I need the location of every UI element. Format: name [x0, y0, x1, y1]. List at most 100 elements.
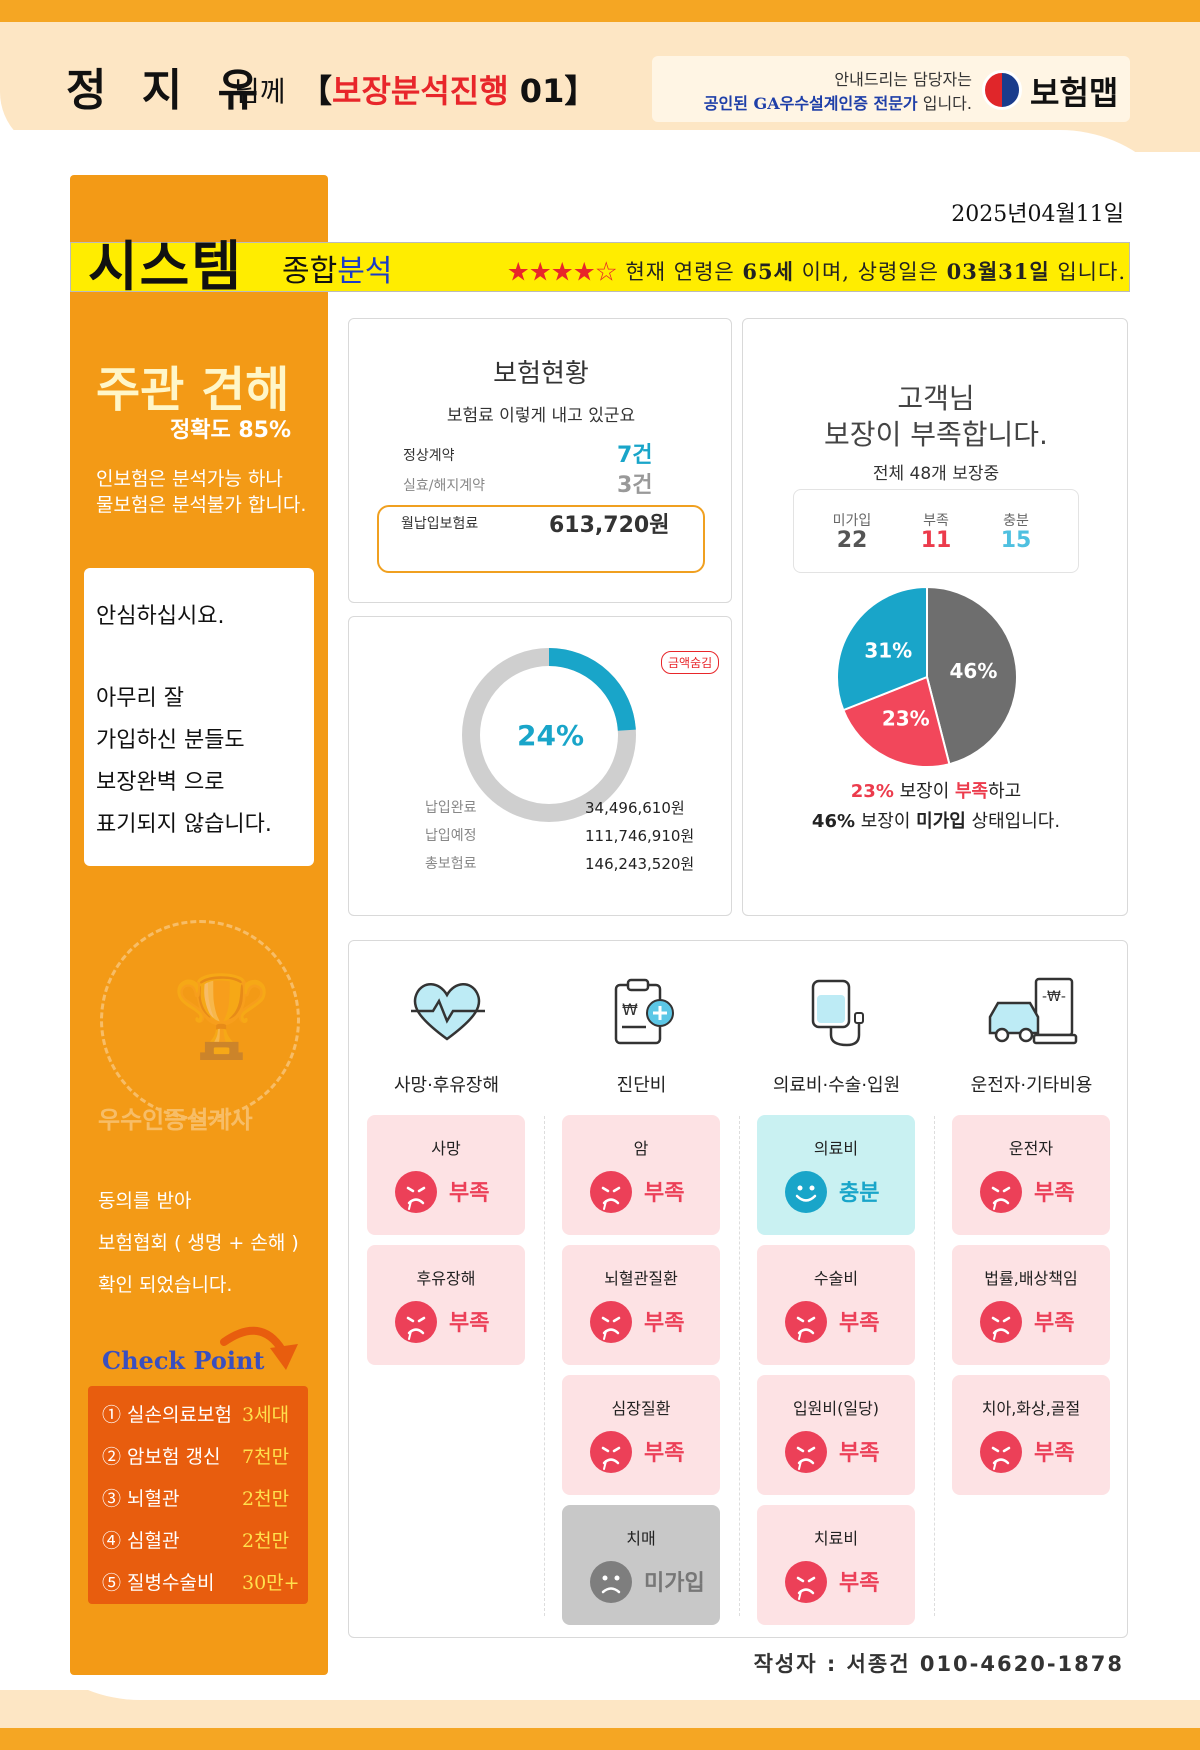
insurance-status-panel: 보험현황 보험료 이렇게 내고 있군요 정상계약 7건 실효/해지계약 3건 월… [348, 318, 732, 603]
svg-text:-₩-: -₩- [1042, 989, 1066, 1005]
stat-label: 충분 [1003, 513, 1029, 529]
insurance-status-title: 보험현황 [493, 359, 589, 389]
crying-face-icon [590, 1171, 632, 1213]
category-title: 운전자·기타비용 [970, 1075, 1093, 1096]
stat-label: 미가입 [832, 513, 872, 529]
total-label: 총보험료 [425, 856, 477, 872]
consultant-info-box: 안내드리는 담당자는 공인된 GA우수설계인증 전문가 입니다. 보험맵 [652, 56, 1130, 122]
coverage-item-card: 심장질환 부족 [562, 1375, 720, 1495]
coverage-item-name: 의료비 [813, 1139, 859, 1158]
crying-face-icon [590, 1431, 632, 1473]
coverage-item-status: 부족 [1034, 1311, 1075, 1336]
stat-value: 11 [920, 528, 952, 553]
lapsed-contract-label: 실효/해지계약 [403, 478, 485, 494]
monthly-premium-value: 613,720원 [549, 513, 670, 538]
coverage-item-card: 사망 부족 [367, 1115, 525, 1235]
category-title: 의료비·수술·입원 [772, 1075, 901, 1096]
crying-face-icon [590, 1301, 632, 1343]
report-date: 2025년04월11일 [951, 202, 1124, 227]
crying-face-icon [395, 1301, 437, 1343]
notice-line: 안심하십시요. [96, 604, 225, 629]
car-receipt-icon: -₩- [934, 977, 1129, 1057]
notice-line: 아무리 잘 [96, 686, 184, 711]
monthly-premium-label: 월납입보험료 [401, 516, 479, 532]
coverage-item-name: 심장질환 [611, 1399, 671, 1418]
coverage-item-card: 수술비 부족 [757, 1245, 915, 1365]
total-value: 146,243,520원 [585, 855, 695, 873]
coverage-item-name: 치료비 [813, 1529, 859, 1548]
author-info: 작성자 : 서종건 010-4620-1878 [753, 1652, 1124, 1676]
coverage-item-name: 치아,화상,골절 [981, 1399, 1081, 1418]
coverage-stats-box: 미가입 22 부족 11 충분 15 [793, 489, 1079, 573]
due-label: 납입예정 [425, 828, 477, 844]
coverage-item-status: 부족 [449, 1181, 490, 1206]
taegeuk-logo-icon [982, 70, 1022, 110]
coverage-item-card: 입원비(일당) 부족 [757, 1375, 915, 1495]
coverage-item-name: 치매 [626, 1529, 656, 1548]
stat-label: 부족 [923, 513, 949, 529]
crying-face-icon [395, 1171, 437, 1213]
notice-box: 안심하십시요. 아무리 잘 가입하신 분들도 보장완벽 으로 표기되지 않습니다… [84, 568, 314, 866]
brand-logo-text: 보험맵 [1030, 74, 1119, 112]
pie-slice [836, 585, 928, 712]
iv-drip-icon [739, 977, 934, 1057]
agreement-line: 보험협회 ( 생명 + 손해 ) [98, 1232, 299, 1254]
pie-slice-label: 23% [882, 707, 930, 731]
hide-amount-badge[interactable]: 금액숨김 [661, 651, 720, 674]
coverage-title-1: 고객님 [897, 382, 975, 415]
bottom-band [0, 1728, 1200, 1750]
checkpoint-item: ① 실손의료보험 3세대 [102, 1404, 290, 1426]
notice-line: 표기되지 않습니다. [96, 812, 272, 837]
crying-face-icon [785, 1301, 827, 1343]
coverage-item-status: 부족 [644, 1311, 685, 1336]
notice-line: 가입하신 분들도 [96, 728, 245, 753]
column-divider [544, 1116, 545, 1616]
insurance-status-subtitle: 보험료 이렇게 내고 있군요 [446, 406, 636, 426]
coverage-item-card: 후유장해 부족 [367, 1245, 525, 1365]
coverage-panel: 고객님 보장이 부족합니다. 전체 48개 보장중 미가입 22 부족 11 충… [742, 318, 1128, 916]
age-info: ★★★★☆ 현재 연령은 65세 이며, 상령일은 03월31일 입니다. [507, 259, 1126, 284]
coverage-item-status: 부족 [839, 1311, 880, 1336]
system-bar [70, 242, 1130, 292]
top-band [0, 0, 1200, 22]
coverage-item-status: 부족 [839, 1571, 880, 1596]
coverage-item-card: 뇌혈관질환 부족 [562, 1245, 720, 1365]
agreement-line: 동의를 받아 [98, 1190, 192, 1212]
heart-pulse-icon [349, 977, 544, 1057]
system-subtitle: 종합분석 [282, 254, 393, 289]
checkpoint-item: ⑤ 질병수술비 30만+ [102, 1572, 300, 1594]
report-title: 【보장분석진행 01】 [300, 72, 597, 110]
pie-slice-label: 46% [949, 659, 997, 683]
paid-percent: 24% [517, 719, 585, 752]
column-divider [934, 1116, 935, 1616]
coverage-item-card: 운전자 부족 [952, 1115, 1110, 1235]
category-title: 진단비 [616, 1075, 667, 1096]
coverage-categories-panel: ₩ -₩- 사망·후유장해 진단비 의료비·수술·입원 운전자·기타비용 사망 부… [348, 940, 1128, 1638]
donut-paid-arc [462, 648, 636, 822]
pie-slice-label: 31% [864, 639, 912, 663]
honorific: 님께 [234, 75, 286, 108]
monthly-premium-box [377, 505, 705, 573]
customer-name: 정 지 유 [66, 65, 269, 116]
coverage-item-status: 부족 [449, 1311, 490, 1336]
crying-face-icon [980, 1301, 1022, 1343]
checkpoint-item: ② 암보험 갱신 7천만 [102, 1446, 290, 1468]
notice-line: 보장완벽 으로 [96, 770, 225, 795]
coverage-title-2: 보장이 부족합니다. [824, 418, 1048, 451]
coverage-item-name: 법률,배상책임 [984, 1269, 1078, 1288]
stat-value: 15 [1000, 528, 1032, 553]
coverage-item-name: 운전자 [1008, 1139, 1054, 1158]
svg-text:₩: ₩ [622, 1000, 638, 1019]
smile-face-icon [785, 1171, 827, 1213]
diagnosis-chart-icon: ₩ [544, 977, 739, 1057]
checkpoint-item: ④ 심혈관 2천만 [102, 1530, 290, 1552]
coverage-item-name: 암 [633, 1139, 649, 1158]
curved-arrow-icon [220, 1326, 298, 1370]
due-value: 111,746,910원 [585, 827, 695, 845]
pie-slice [926, 585, 1018, 766]
coverage-item-name: 입원비(일당) [792, 1399, 880, 1418]
guide-line-1: 안내드리는 담당자는 [834, 70, 972, 89]
coverage-item-status: 충분 [839, 1181, 880, 1206]
normal-contract-label: 정상계약 [403, 448, 455, 464]
